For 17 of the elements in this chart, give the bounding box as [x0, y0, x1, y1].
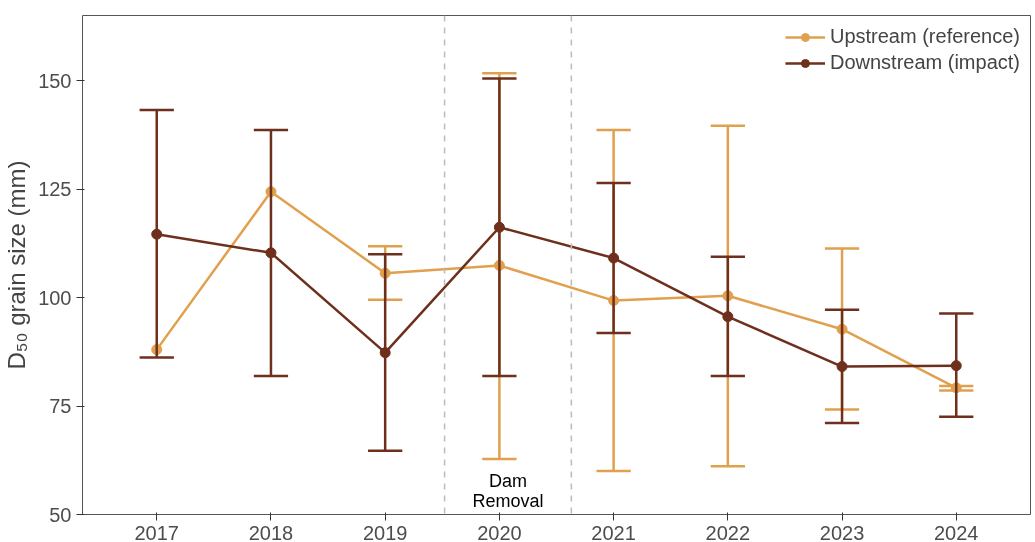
x-tick-label: 2020: [477, 521, 522, 542]
legend-label: Downstream (impact): [829, 51, 1020, 74]
x-tick-label: 2023: [819, 521, 865, 542]
x-tick-label: 2019: [362, 521, 408, 542]
x-tick-label: 2018: [248, 521, 294, 542]
x-tick-label: 2024: [934, 521, 979, 542]
x-tick-label: 2017: [134, 521, 179, 542]
y-tick-label: 50: [49, 503, 72, 526]
y-tick-label: 125: [38, 178, 72, 201]
y-tick-label: 75: [49, 395, 72, 418]
annotation: Dam Removal: [472, 470, 544, 511]
y-tick-label: 150: [38, 69, 72, 92]
legend-label: Upstream (reference): [829, 25, 1020, 48]
x-tick-label: 2021: [591, 521, 636, 542]
x-tick-label: 2022: [705, 521, 751, 542]
y-axis-title: D₅₀ grain size (mm): [3, 160, 31, 370]
y-tick-label: 100: [38, 286, 72, 309]
